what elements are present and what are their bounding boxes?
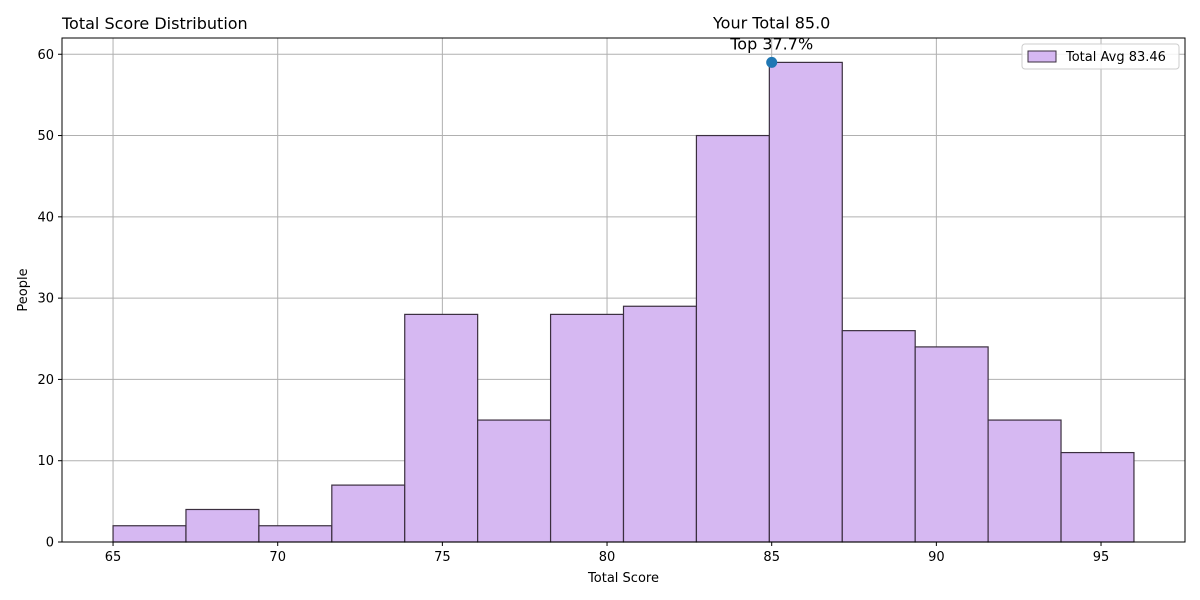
y-tick-label: 60 bbox=[37, 48, 54, 63]
x-tick-label: 80 bbox=[599, 550, 616, 565]
x-tick-label: 95 bbox=[1093, 550, 1110, 565]
x-axis-label: Total Score bbox=[587, 571, 659, 586]
y-tick-label: 30 bbox=[37, 292, 54, 307]
plot-frame bbox=[61, 37, 1186, 543]
histogram-bar bbox=[987, 419, 1062, 543]
histogram-bar bbox=[841, 330, 916, 543]
x-tick-label: 70 bbox=[269, 550, 286, 565]
top-percent-label: Top 37.7% bbox=[729, 34, 813, 53]
legend-label: Total Avg 83.46 bbox=[1065, 50, 1166, 65]
y-tick-label: 50 bbox=[37, 129, 54, 144]
histogram-bar bbox=[258, 525, 333, 543]
y-axis-label: People bbox=[16, 268, 31, 311]
your-score-marker-group: Your Total 85.0 Top 37.7% bbox=[712, 13, 830, 68]
grid bbox=[62, 38, 1185, 543]
y-tick-label: 10 bbox=[37, 454, 54, 469]
histogram-bar bbox=[331, 484, 406, 543]
histogram-bar bbox=[1060, 451, 1135, 543]
legend: Total Avg 83.46 bbox=[1021, 43, 1180, 70]
y-tick-label: 0 bbox=[46, 536, 54, 551]
histogram-bar bbox=[768, 61, 843, 543]
histogram-bar bbox=[549, 313, 625, 543]
x-tick-label: 75 bbox=[434, 550, 451, 565]
x-tick-label: 65 bbox=[105, 550, 122, 565]
chart-title: Total Score Distribution bbox=[61, 14, 248, 33]
histogram-bar bbox=[695, 134, 770, 543]
histogram-bar bbox=[404, 313, 479, 543]
histogram-bar bbox=[622, 305, 698, 543]
histogram-bars bbox=[112, 61, 1135, 543]
y-tick-label: 40 bbox=[37, 210, 54, 225]
histogram-bar bbox=[112, 525, 187, 543]
x-axis-ticks: 65 70 75 80 85 90 95 bbox=[105, 542, 1110, 565]
your-score-point bbox=[766, 56, 778, 68]
histogram-bar bbox=[914, 346, 989, 543]
your-total-label: Your Total 85.0 bbox=[712, 13, 830, 32]
legend-swatch bbox=[1027, 50, 1057, 63]
histogram-bar bbox=[185, 508, 260, 543]
y-axis-ticks: 0 10 20 30 40 50 60 bbox=[37, 48, 62, 551]
x-tick-label: 90 bbox=[928, 550, 945, 565]
legend-box bbox=[1021, 43, 1180, 70]
x-tick-label: 85 bbox=[763, 550, 780, 565]
y-tick-label: 20 bbox=[37, 373, 54, 388]
histogram-bar bbox=[477, 419, 552, 543]
